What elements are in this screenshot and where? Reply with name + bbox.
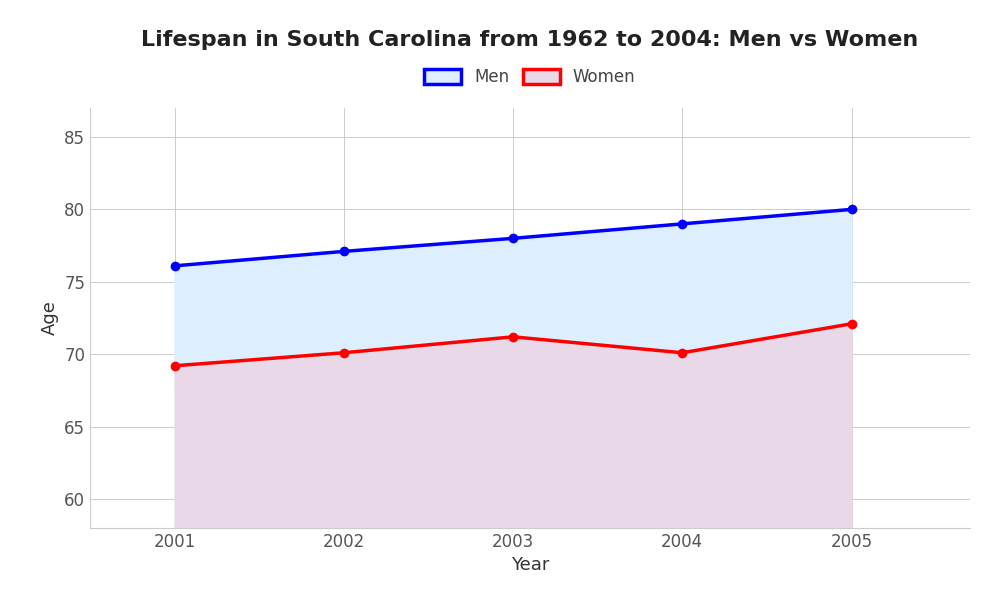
Legend: Men, Women: Men, Women <box>418 62 642 93</box>
Men <box>338 248 350 255</box>
Women <box>507 333 519 340</box>
Line: Men: Men <box>170 205 856 270</box>
Title: Lifespan in South Carolina from 1962 to 2004: Men vs Women: Lifespan in South Carolina from 1962 to … <box>141 29 919 49</box>
Line: Women: Women <box>170 320 856 370</box>
X-axis label: Year: Year <box>511 556 549 574</box>
Women <box>169 362 181 370</box>
Women <box>846 320 858 328</box>
Men <box>169 262 181 269</box>
Men <box>676 220 688 227</box>
Women <box>676 349 688 356</box>
Men <box>846 206 858 213</box>
Y-axis label: Age: Age <box>41 301 59 335</box>
Women <box>338 349 350 356</box>
Men <box>507 235 519 242</box>
